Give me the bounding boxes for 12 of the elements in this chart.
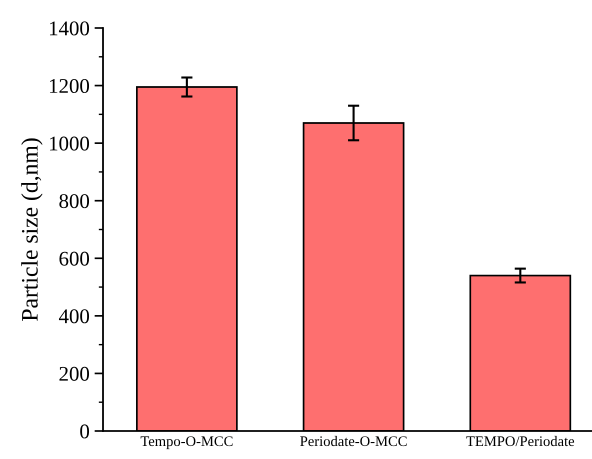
y-tick-label: 1000 (50, 136, 90, 151)
y-tick-label: 200 (59, 366, 90, 381)
y-tick-label: 1400 (50, 21, 90, 36)
y-tick-label: 600 (59, 252, 90, 266)
y-tick-label: 800 (59, 194, 90, 208)
x-tick-label: Periodate-O-MCC (300, 436, 407, 446)
x-tick-label: TEMPO/Periodate (466, 436, 574, 446)
y-tick-label: 1200 (50, 78, 90, 94)
y-tick-label: 400 (58, 309, 90, 324)
y-tick-label: 0 (80, 424, 90, 438)
y-axis-title: Particle size (d,nm) (21, 138, 43, 321)
x-tick-label: Tempo-O-MCC (140, 436, 233, 450)
